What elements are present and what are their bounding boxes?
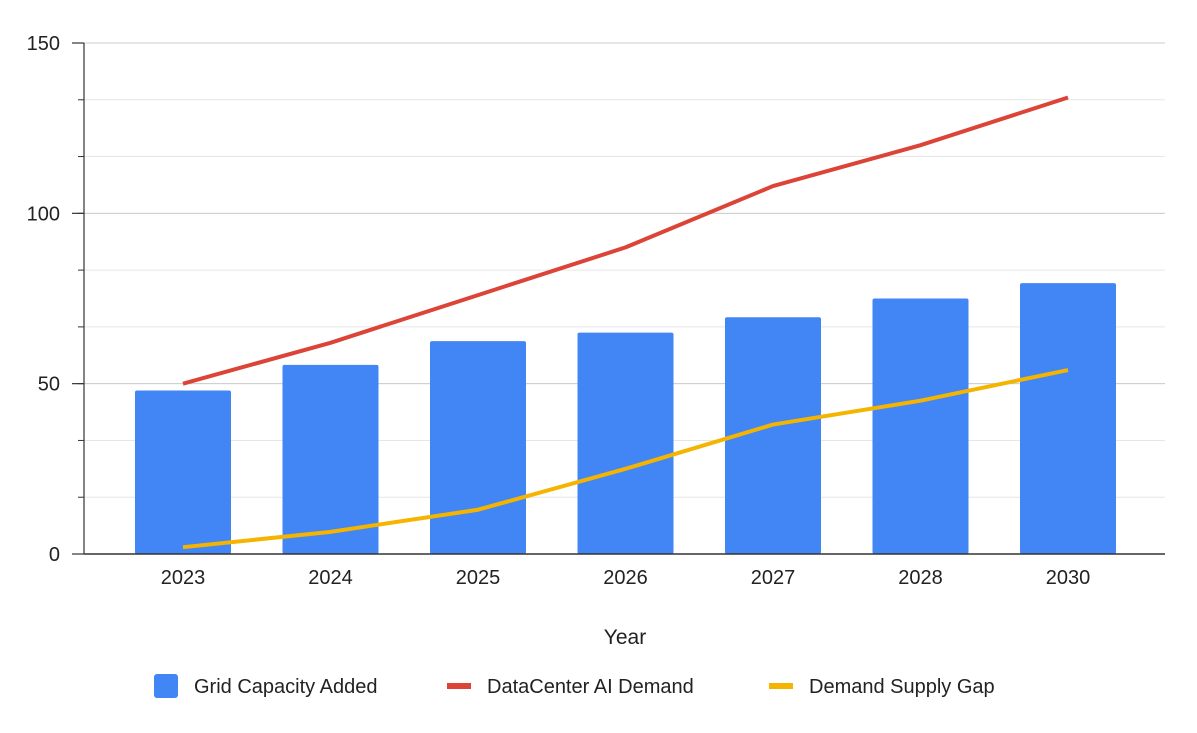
bar [430,341,526,554]
bar [872,298,969,554]
legend-label: DataCenter AI Demand [487,676,694,698]
y-tick-label: 0 [49,544,60,566]
legend-label: Grid Capacity Added [194,676,377,698]
series-lines [182,95,1069,550]
bar [725,317,821,554]
series-line [182,368,1069,550]
axes [72,42,1165,555]
bars [135,283,1116,554]
x-tick-labels: 2023 2024 2025 2026 2027 2028 2030 [161,567,1091,589]
bar [135,390,231,554]
legend-swatch [154,674,178,698]
y-tick-label: 150 [27,33,60,55]
x-tick-label: 2026 [603,567,648,589]
y-tick-labels: 0 50 100 150 [27,33,60,566]
x-tick-label: 2025 [456,567,501,589]
x-tick-label: 2024 [308,567,353,589]
legend: Grid Capacity Added DataCenter AI Demand D… [154,674,995,698]
y-tick-label: 100 [27,203,60,225]
x-tick-label: 2027 [751,567,796,589]
bar [282,364,379,554]
bar [577,332,674,554]
legend-swatch [769,683,793,689]
legend-swatch [447,683,471,689]
y-tick-label: 50 [38,374,60,396]
x-axis-title: Year [604,626,646,649]
x-tick-label: 2030 [1046,567,1091,589]
x-tick-label: 2023 [161,567,206,589]
x-tick-label: 2028 [898,567,943,589]
series-line [182,95,1069,386]
bar [1020,283,1116,554]
legend-label: Demand Supply Gap [809,676,995,698]
